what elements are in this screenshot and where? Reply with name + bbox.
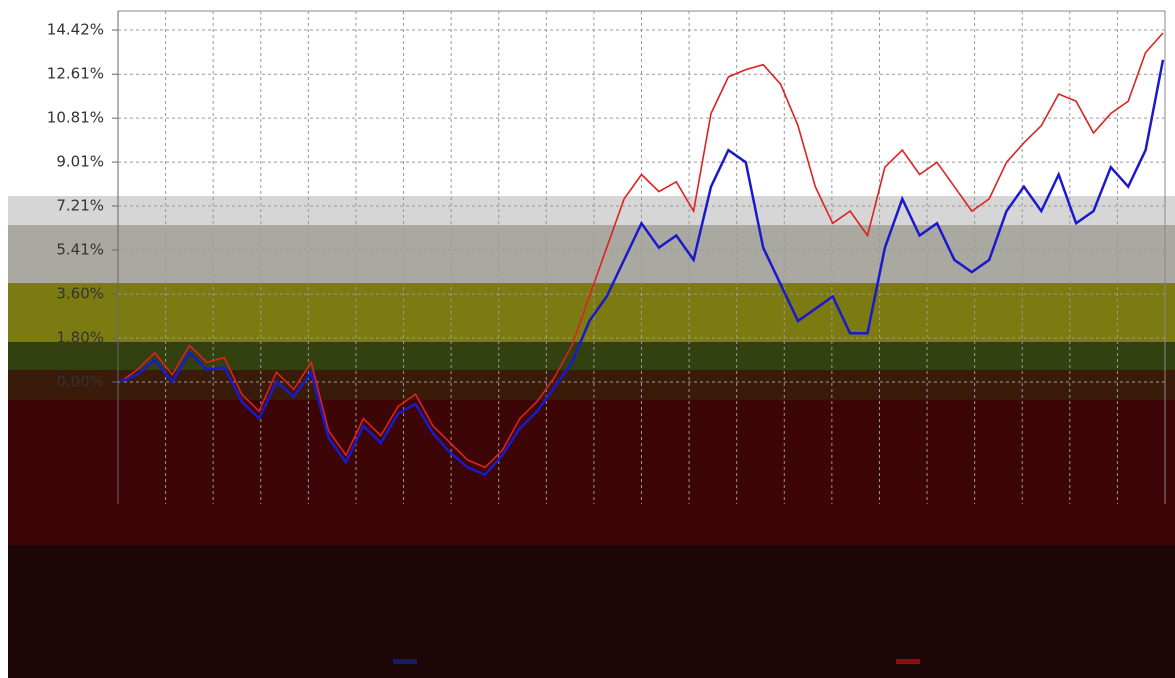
y-tick-label: 0.00% [56,372,104,390]
y-tick-label: 5.41% [56,240,104,258]
glitch-bands [8,196,1175,678]
band [8,545,1175,678]
band [8,225,1175,283]
y-tick-label: 7.21% [56,197,104,215]
series-line [119,59,1165,477]
y-tick-label: 9.01% [56,153,104,171]
y-tick-label: 3.60% [56,285,104,303]
y-tick-label: 10.81% [47,109,104,127]
band [8,400,1175,545]
series-line [119,32,1164,469]
y-tick-label: 1.80% [56,329,104,347]
band [8,370,1175,400]
legend-swatch [393,659,417,664]
band [8,196,1175,225]
y-tick-label: 14.42% [47,21,104,39]
legend-swatch [896,659,920,664]
y-tick-label: 12.61% [47,65,104,83]
